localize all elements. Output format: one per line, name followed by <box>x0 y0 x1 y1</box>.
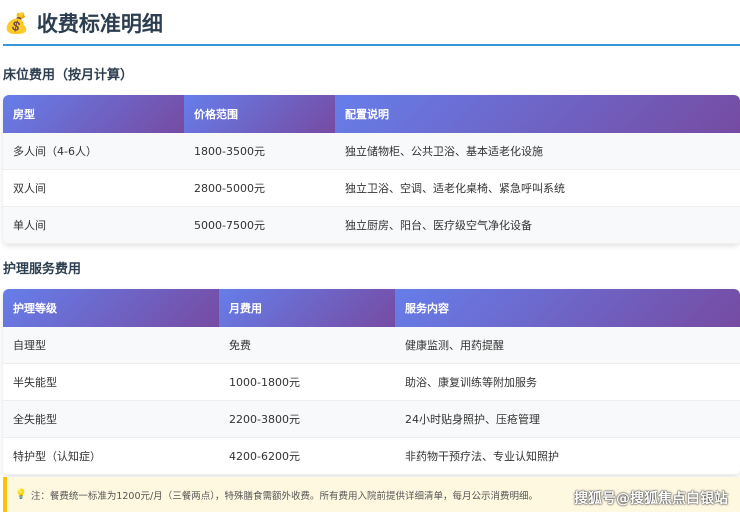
cell: 独立卫浴、空调、适老化桌椅、紧急呼叫系统 <box>335 169 740 207</box>
cell: 双人间 <box>3 169 184 207</box>
title-divider <box>3 44 740 46</box>
cell: 全失能型 <box>3 400 219 438</box>
cell: 非药物干预疗法、专业认知照护 <box>395 437 740 475</box>
table-row: 双人间 2800-5000元 独立卫浴、空调、适老化桌椅、紧急呼叫系统 <box>3 169 740 207</box>
bed-section-heading: 床位费用（按月计算） <box>3 68 134 83</box>
table-row: 多人间（4-6人） 1800-3500元 独立储物柜、公共卫浴、基本适老化设施 <box>3 133 740 170</box>
cell: 独立厨房、阳台、医疗级空气净化设备 <box>335 206 740 244</box>
cell: 半失能型 <box>3 363 219 401</box>
column-header: 月费用 <box>219 289 395 327</box>
watermark: 搜狐号@搜狐焦点白银站 <box>574 491 728 507</box>
cell: 1000-1800元 <box>219 363 395 401</box>
cell: 助浴、康复训练等附加服务 <box>395 363 740 401</box>
cell: 2200-3800元 <box>219 400 395 438</box>
column-header: 房型 <box>3 95 184 133</box>
table-header-row: 房型 价格范围 配置说明 <box>3 95 740 133</box>
column-header: 服务内容 <box>395 289 740 327</box>
cell: 单人间 <box>3 206 184 244</box>
cell: 健康监测、用药提醒 <box>395 327 740 364</box>
note-text: 注：餐费统一标准为1200元/月（三餐两点），特殊膳食需额外收费。所有费用入院前… <box>30 490 538 502</box>
cell: 免费 <box>219 327 395 364</box>
table-row: 全失能型 2200-3800元 24小时贴身照护、压疮管理 <box>3 400 740 438</box>
cell: 多人间（4-6人） <box>3 133 184 170</box>
table-row: 单人间 5000-7500元 独立厨房、阳台、医疗级空气净化设备 <box>3 206 740 244</box>
cell: 5000-7500元 <box>184 206 335 244</box>
page-title: 收费标准明细 <box>36 12 163 36</box>
cell: 特护型（认知症） <box>3 437 219 475</box>
table-header-row: 护理等级 月费用 服务内容 <box>3 289 740 327</box>
cell: 1800-3500元 <box>184 133 335 170</box>
page-header: 💰 收费标准明细 <box>4 8 163 38</box>
care-section-heading: 护理服务费用 <box>3 262 82 277</box>
cell: 独立储物柜、公共卫浴、基本适老化设施 <box>335 133 740 170</box>
table-row: 特护型（认知症） 4200-6200元 非药物干预疗法、专业认知照护 <box>3 437 740 475</box>
column-header: 价格范围 <box>184 95 335 133</box>
cell: 2800-5000元 <box>184 169 335 207</box>
table-row: 自理型 免费 健康监测、用药提醒 <box>3 327 740 364</box>
cell: 24小时贴身照护、压疮管理 <box>395 400 740 438</box>
column-header: 配置说明 <box>335 95 740 133</box>
cell: 4200-6200元 <box>219 437 395 475</box>
care-fee-table: 护理等级 月费用 服务内容 自理型 免费 健康监测、用药提醒 半失能型 1000-18… <box>3 289 740 475</box>
column-header: 护理等级 <box>3 289 219 327</box>
lightbulb-icon: 💡 <box>15 489 27 500</box>
table-row: 半失能型 1000-1800元 助浴、康复训练等附加服务 <box>3 363 740 401</box>
bed-fee-table: 房型 价格范围 配置说明 多人间（4-6人） 1800-3500元 独立储物柜、公共… <box>3 95 740 244</box>
money-bag-icon: 💰 <box>4 11 29 35</box>
fee-note: 💡 注：餐费统一标准为1200元/月（三餐两点），特殊膳食需额外收费。所有费用入… <box>3 477 740 512</box>
cell: 自理型 <box>3 327 219 364</box>
